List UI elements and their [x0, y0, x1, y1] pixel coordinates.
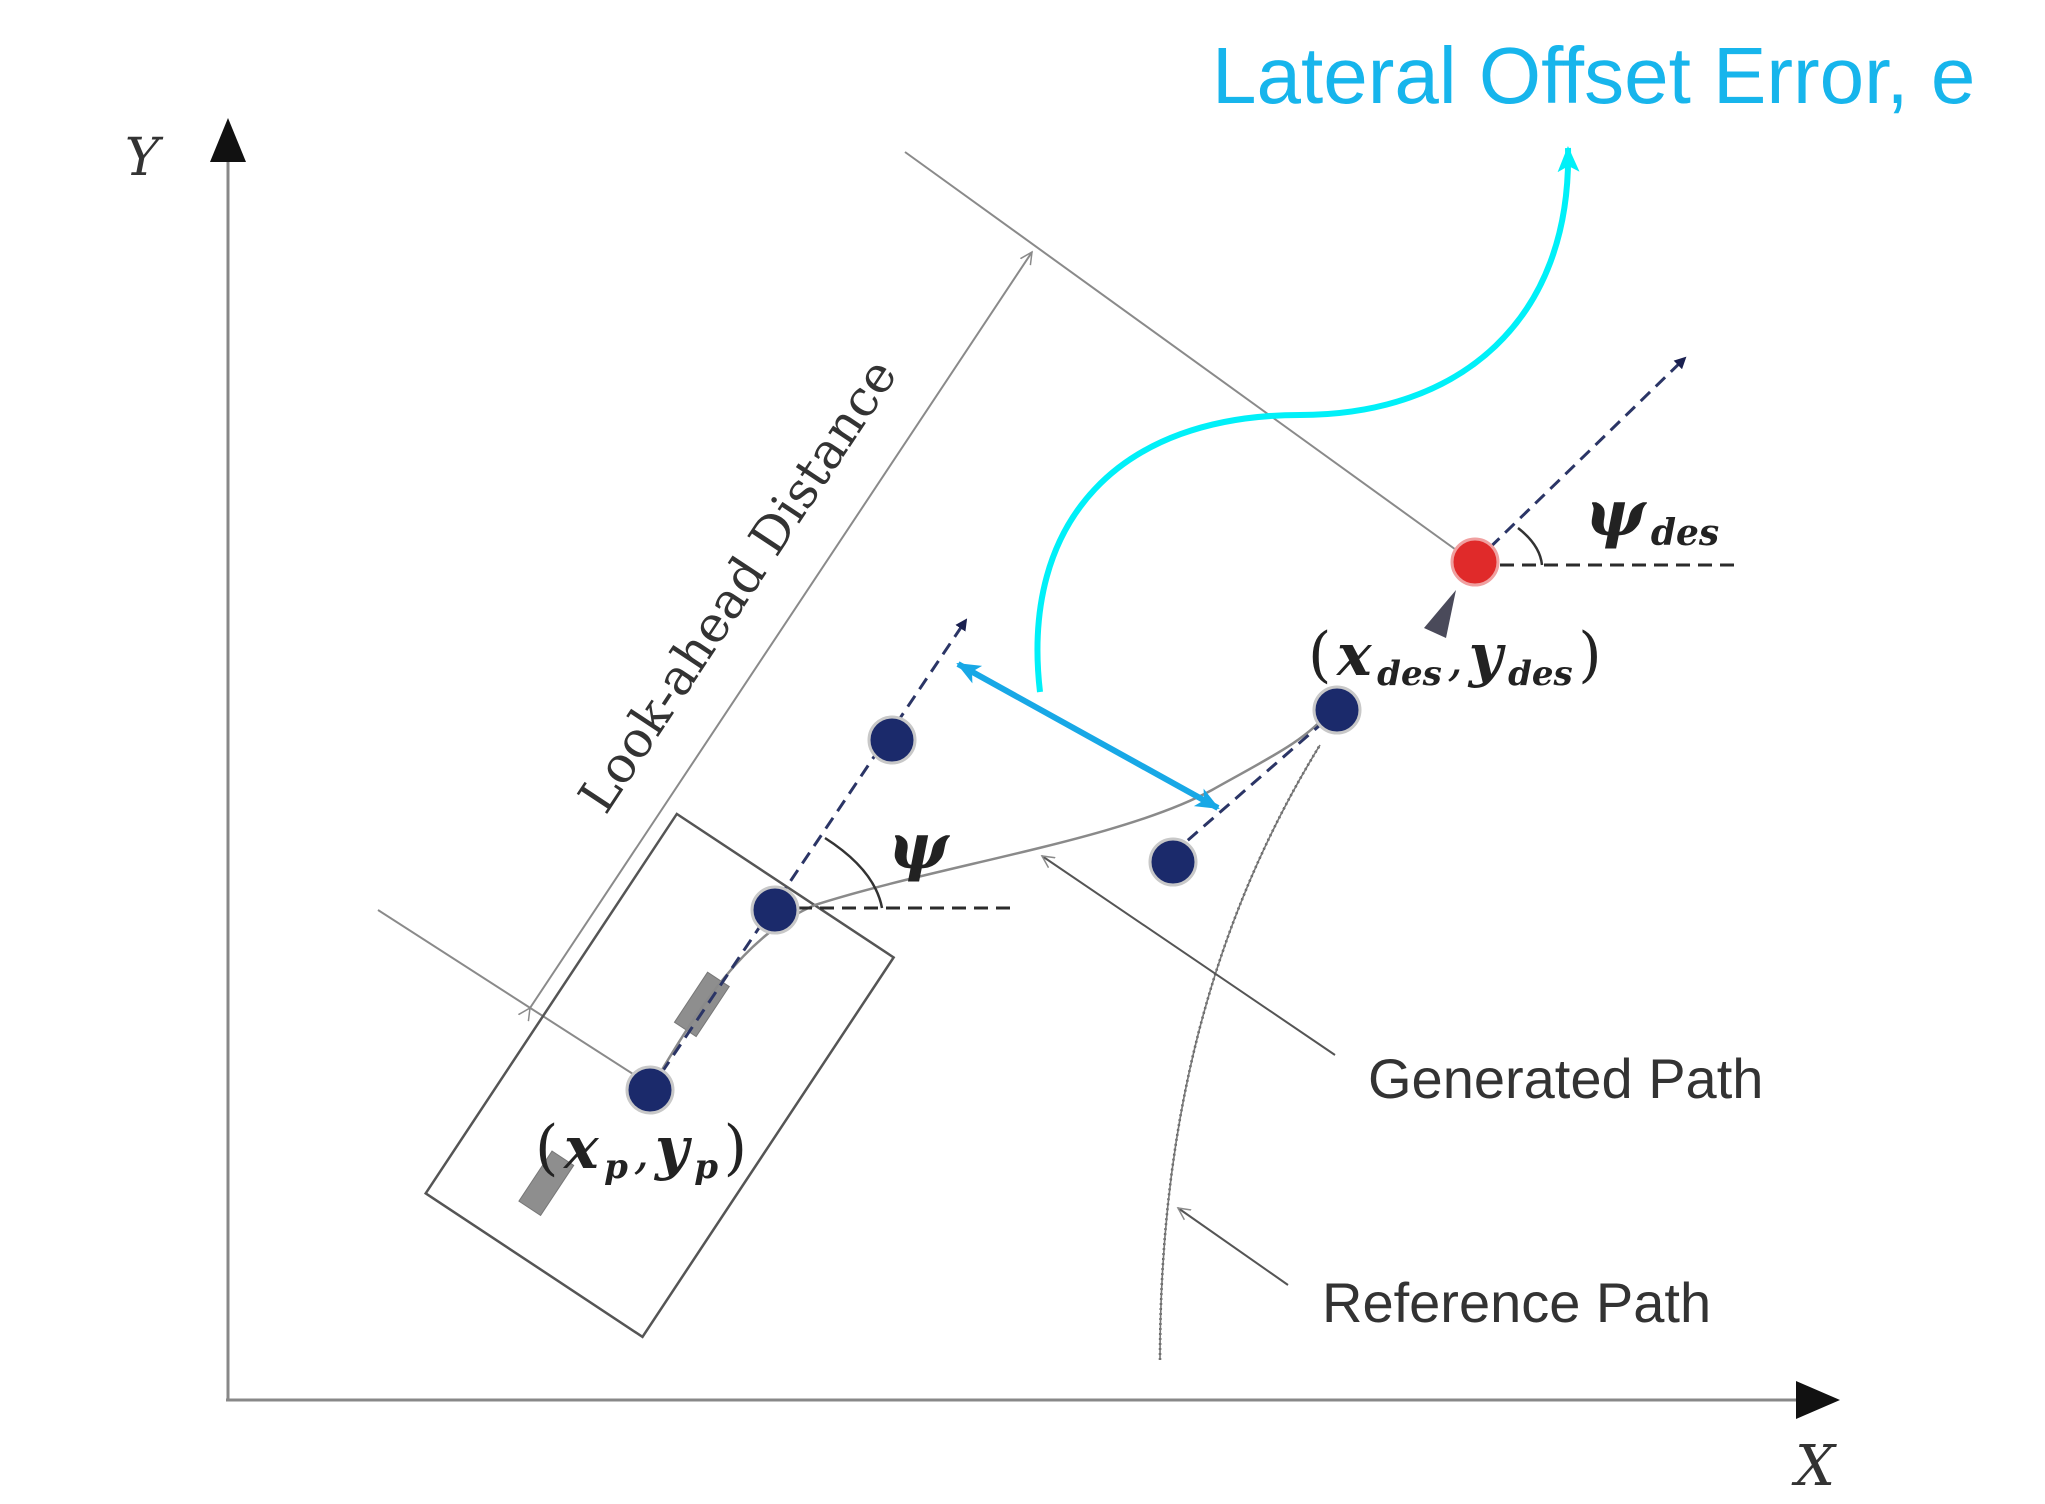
path-point-near-target [1312, 685, 1362, 735]
vehicle-x: x [562, 1114, 600, 1182]
target-heading-line [1171, 710, 1336, 856]
desired-y: y [1467, 621, 1507, 689]
vehicle-point-label: ( x p , y p ) [535, 1113, 747, 1187]
vehicle-y-sub: p [694, 1147, 718, 1187]
generated-path-label: Generated Path [1368, 1047, 1763, 1110]
heading-point-1 [750, 885, 800, 935]
psi-des-symbol: ψ [1585, 476, 1647, 551]
reference-path-label: Reference Path [1322, 1271, 1711, 1334]
title: Lateral Offset Error, e [1212, 31, 1975, 120]
x-axis-arrowhead [1796, 1381, 1840, 1419]
psi-des-subscript: des [1651, 512, 1719, 554]
heading-point-2 [867, 715, 917, 765]
reference-path-solid [1159, 744, 1321, 1361]
desired-close-paren: ) [1578, 620, 1601, 690]
y-axis-label: Y [125, 128, 164, 188]
vehicle-x-sub: p [604, 1147, 628, 1187]
look-ahead-distance-arrow [530, 252, 1032, 1008]
psi-des-label: ψ des [1585, 476, 1719, 554]
desired-x: x [1335, 621, 1373, 689]
heading-lines [648, 356, 1740, 1091]
desired-comma: , [1447, 629, 1463, 687]
desired-open-paren: ( [1308, 620, 1331, 690]
vehicle-body [423, 812, 896, 1339]
psi-angle-arc [824, 836, 884, 909]
vehicle-y: y [653, 1114, 693, 1182]
look-ahead-label: Look-ahead Distance [567, 348, 908, 822]
reference-path-pointer [1178, 1208, 1289, 1286]
vehicle-heading-line [648, 618, 968, 1091]
desired-x-sub: des [1377, 654, 1442, 694]
look-ahead-boundary-vehicle [377, 909, 651, 1086]
desired-point [1450, 537, 1500, 587]
psi-des-angle-arc [1517, 527, 1544, 566]
look-ahead-boundary-target [904, 151, 1471, 561]
path-point-offset [1148, 837, 1198, 887]
vehicle-rear-wheel [518, 1150, 575, 1217]
axes: Y X [125, 118, 1840, 1499]
look-ahead-lines: Look-ahead Distance [377, 151, 1471, 1086]
desired-y-sub: des [1508, 654, 1573, 694]
vehicle-close-paren: ) [724, 1113, 747, 1183]
vehicle-open-paren: ( [535, 1113, 558, 1183]
desired-heading-line [1473, 356, 1687, 564]
desired-point-label: ( x des , y des ) [1308, 620, 1602, 694]
reference-path [1158, 744, 1322, 1361]
x-axis-label: X [1791, 1434, 1837, 1499]
generated-path-pointer [1042, 856, 1336, 1056]
callout-curve [1034, 146, 1580, 693]
vehicle-point [625, 1065, 675, 1115]
y-axis-arrowhead [210, 118, 246, 162]
path-points [625, 537, 1500, 1115]
vehicle-comma: , [634, 1122, 650, 1180]
psi-label: ψ [888, 809, 950, 884]
lateral-offset-error-arrow [956, 661, 1220, 811]
generated-path [648, 709, 1332, 1091]
desired-heading-arrowhead [1424, 590, 1456, 638]
